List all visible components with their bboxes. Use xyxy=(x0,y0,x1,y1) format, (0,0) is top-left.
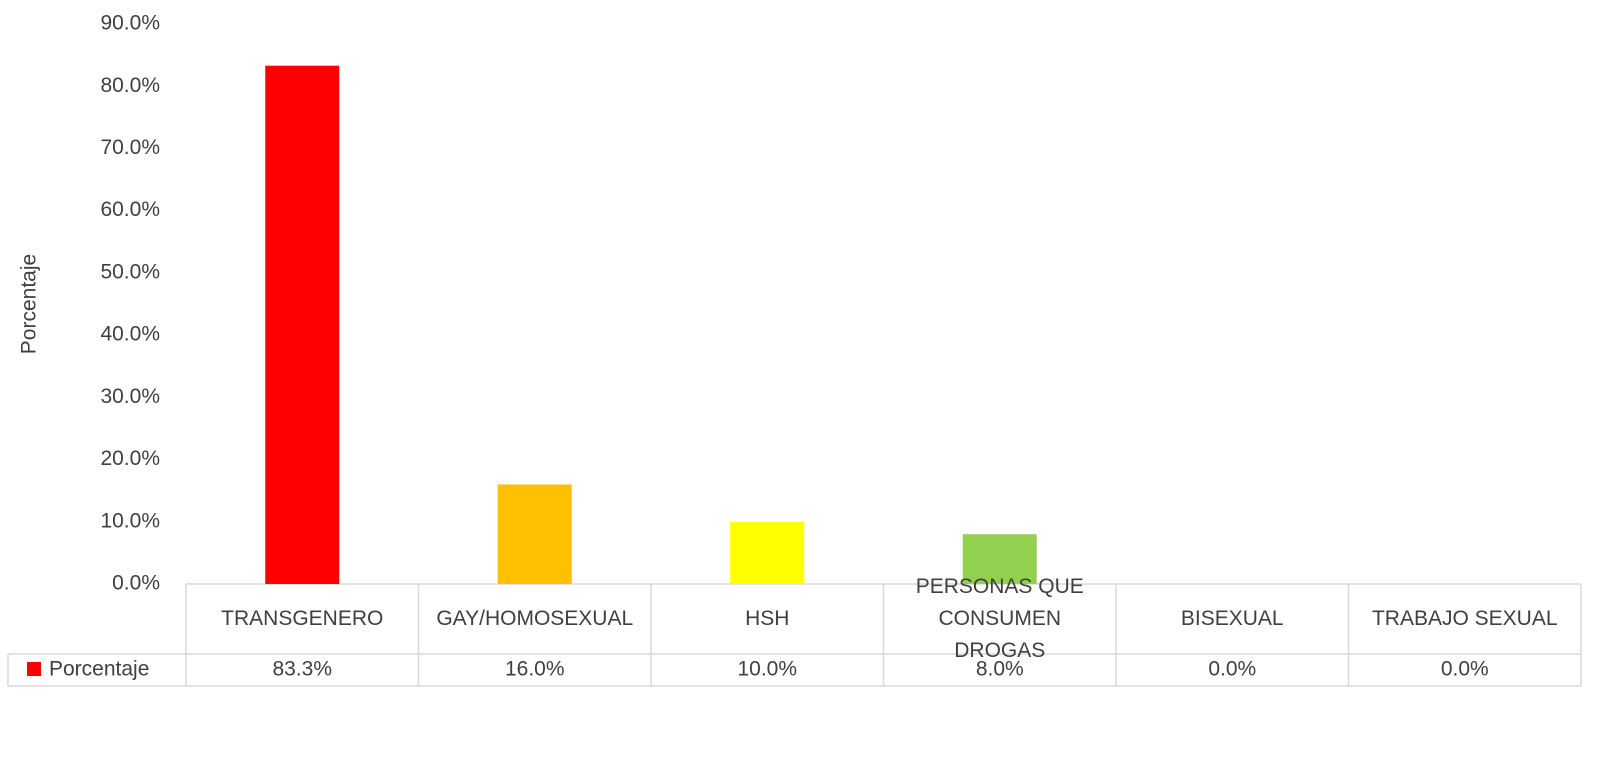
y-tick-label: 10.0% xyxy=(100,509,160,532)
y-tick-label: 90.0% xyxy=(100,12,160,35)
data-table-value: 0.0% xyxy=(1441,658,1489,681)
y-tick-label: 40.0% xyxy=(100,323,160,346)
x-tick-label: PERSONAS QUE CONSUMEN DROGAS xyxy=(916,575,1084,662)
legend-label: Porcentaje xyxy=(49,658,149,681)
y-tick-label: 70.0% xyxy=(100,136,160,159)
y-tick-label: 30.0% xyxy=(100,385,160,408)
bar xyxy=(962,534,1037,584)
y-tick-label: 0.0% xyxy=(112,572,160,595)
x-tick-label: BISEXUAL xyxy=(1181,607,1284,630)
data-table-value: 8.0% xyxy=(976,658,1024,681)
data-table-value: 10.0% xyxy=(737,658,797,681)
y-tick-label: 50.0% xyxy=(100,260,160,283)
y-tick-label: 60.0% xyxy=(100,198,160,221)
legend-key xyxy=(27,662,41,676)
x-tick-label: TRABAJO SEXUAL xyxy=(1372,607,1558,630)
y-tick-label: 20.0% xyxy=(100,447,160,470)
y-tick-label: 80.0% xyxy=(100,74,160,97)
data-table-value: 83.3% xyxy=(272,658,332,681)
y-axis-label: Porcentaje xyxy=(18,254,41,354)
bar xyxy=(497,484,572,584)
bar xyxy=(730,521,805,584)
x-tick-label: GAY/HOMOSEXUAL xyxy=(436,607,633,630)
data-table-value: 0.0% xyxy=(1208,658,1256,681)
bar xyxy=(265,65,340,584)
x-tick-label: HSH xyxy=(745,607,789,630)
x-tick-label: TRANSGENERO xyxy=(221,607,383,630)
data-table-value: 16.0% xyxy=(505,658,565,681)
